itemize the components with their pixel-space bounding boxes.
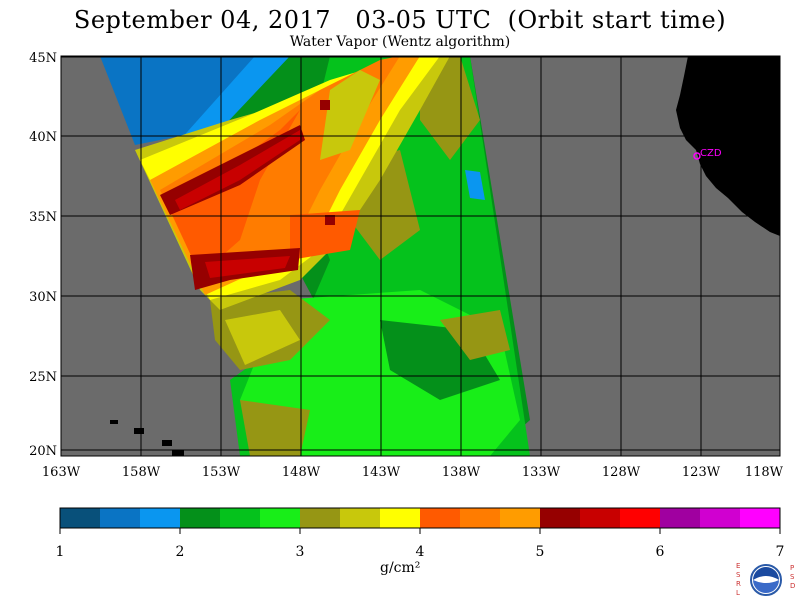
lat-label: 45N <box>29 51 57 66</box>
lon-label: 118W <box>745 465 784 480</box>
colorbar-tick-label: 5 <box>535 544 545 560</box>
logo-letter: R <box>736 580 741 588</box>
lon-label: 158W <box>122 465 161 480</box>
colorbar-tick-label: 1 <box>55 544 65 560</box>
logo-letter: P <box>790 564 795 572</box>
colorbar-segment <box>500 508 541 528</box>
colorbar-segment <box>580 508 621 528</box>
station-label: CZD <box>700 148 722 159</box>
map-frame <box>60 55 781 457</box>
colorbar-segment <box>380 508 421 528</box>
hawaii-island-icon <box>134 428 144 434</box>
satellite-swath <box>100 56 530 456</box>
chart-title: September 04, 2017 03-05 UTC (Orbit star… <box>73 6 727 34</box>
lon-label: 148W <box>282 465 321 480</box>
hawaii-island-icon <box>110 420 118 424</box>
logo-letter: S <box>736 571 741 579</box>
colorbar-tick-label: 7 <box>775 544 785 560</box>
lon-label: 133W <box>522 465 561 480</box>
logo-letter: E <box>736 562 741 570</box>
colorbar-tick-label: 2 <box>175 544 185 560</box>
colorbar-segment <box>100 508 141 528</box>
logo-letter: S <box>790 573 795 581</box>
colorbar-segment <box>740 508 781 528</box>
colorbar-segment <box>140 508 181 528</box>
colorbar-unit: g/cm² <box>380 560 421 576</box>
chart-subtitle: Water Vapor (Wentz algorithm) <box>289 34 511 50</box>
map-grid <box>61 56 780 456</box>
colorbar-frame <box>59 507 781 529</box>
lat-label: 25N <box>29 370 57 385</box>
colorbar-tick-label: 3 <box>295 544 305 560</box>
colorbar-segment <box>180 508 221 528</box>
colorbar-segment <box>220 508 261 528</box>
lon-label: 128W <box>602 465 641 480</box>
colorbar <box>59 508 781 534</box>
hawaii-island-icon <box>162 440 172 446</box>
colorbar-tick-label: 6 <box>655 544 665 560</box>
colorbar-segment <box>660 508 701 528</box>
colorbar-segment <box>340 508 381 528</box>
colorbar-segment <box>460 508 501 528</box>
lon-label: 138W <box>442 465 481 480</box>
lat-label: 20N <box>29 444 57 459</box>
colorbar-tick-label: 4 <box>415 544 425 560</box>
hawaii-island-icon <box>172 450 184 456</box>
station-marker-icon <box>693 152 701 160</box>
logo-letter: L <box>736 589 740 597</box>
lat-label: 35N <box>29 210 57 225</box>
longitude-labels: 163W 158W 153W 148W 143W 138W 133W 128W 123W 118W <box>42 465 784 480</box>
logo-letter: D <box>790 582 796 590</box>
lon-label: 123W <box>682 465 721 480</box>
lon-label: 143W <box>362 465 401 480</box>
latitude-labels: 45N 40N 35N 30N 25N 20N <box>29 51 57 459</box>
colorbar-segment <box>300 508 341 528</box>
lat-label: 30N <box>29 290 57 305</box>
colorbar-segment <box>540 508 581 528</box>
colorbar-segment <box>60 508 101 528</box>
colorbar-segment <box>260 508 301 528</box>
lat-label: 40N <box>29 130 57 145</box>
lon-label: 163W <box>42 465 81 480</box>
california-coast <box>676 56 780 236</box>
lon-label: 153W <box>202 465 241 480</box>
colorbar-segment <box>420 508 461 528</box>
colorbar-segment <box>700 508 741 528</box>
colorbar-segment <box>620 508 661 528</box>
